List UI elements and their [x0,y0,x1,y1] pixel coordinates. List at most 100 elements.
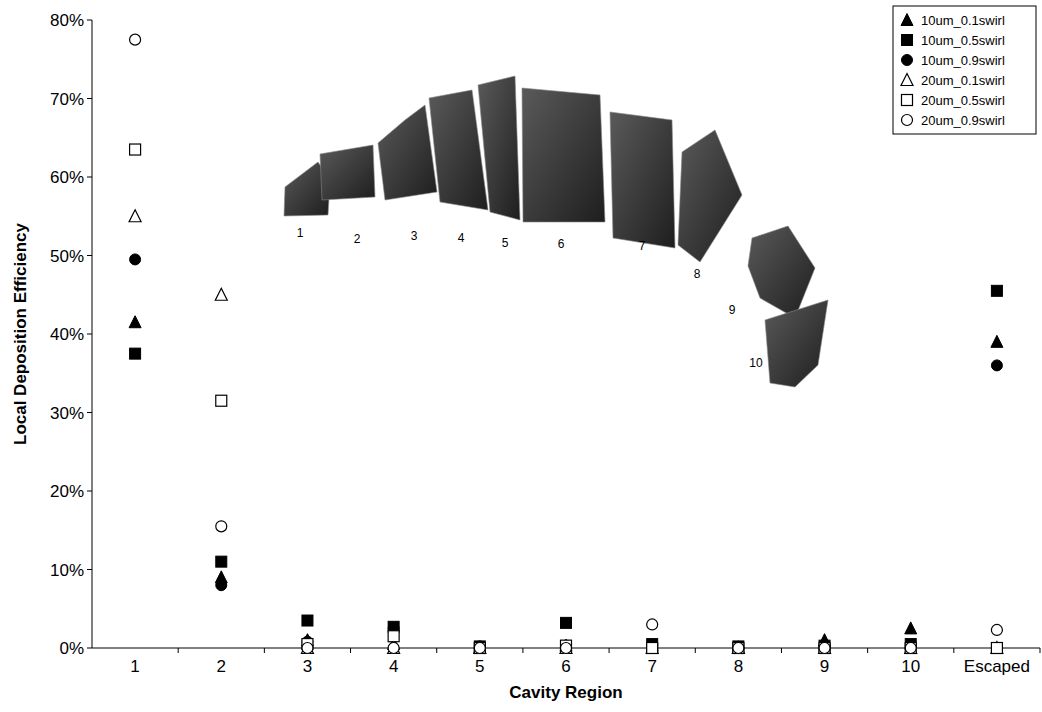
point [732,642,744,654]
point [388,631,399,642]
point [130,348,141,359]
point [733,643,744,654]
point [302,643,313,654]
point [905,643,916,654]
point [991,643,1002,654]
y-tick [87,569,92,570]
cavity-region-shape [765,300,828,387]
x-tick-label: Escaped [964,657,1030,676]
point [474,642,486,654]
point [733,643,744,654]
x-tick [264,648,265,653]
point [819,643,830,654]
x-tick-label: 7 [647,657,656,676]
x-tick-label: 1 [130,657,139,676]
legend-marker [901,14,913,26]
y-tick-label: 50% [50,247,84,266]
y-tick [87,20,92,21]
y-tick-label: 20% [50,482,84,501]
point [991,642,1003,654]
point [130,144,141,155]
point [647,619,658,630]
region-label: 7 [639,239,646,253]
region-label: 4 [458,231,465,245]
x-tick [350,648,351,653]
cavity-region-shape [378,105,437,200]
region-label: 8 [694,267,701,281]
point [216,521,227,532]
x-tick-label: 10 [901,657,920,676]
x-tick-label: 6 [561,657,570,676]
x-tick-label: 5 [475,657,484,676]
x-tick [522,648,523,653]
x-tick-label: 8 [734,657,743,676]
point [388,643,399,654]
y-tick-label: 0% [59,639,84,658]
legend-label: 20um_0.1swirl [921,73,1005,88]
x-tick [436,648,437,653]
legend-label: 20um_0.9swirl [921,113,1005,128]
x-tick-label: 9 [820,657,829,676]
region-label: 2 [354,232,361,246]
cavity-region-shape [522,88,605,222]
cavity-region-shape [429,90,488,210]
legend-label: 20um_0.5swirl [921,93,1005,108]
point [302,615,313,626]
point [647,643,658,654]
point [474,643,485,654]
x-tick [1040,648,1041,653]
x-tick [695,648,696,653]
region-label: 1 [297,226,304,240]
point [130,254,141,265]
point [474,642,486,654]
point [216,580,227,591]
y-tick [87,648,92,649]
y-tick [87,412,92,413]
point [388,642,400,654]
legend-box [893,6,1036,134]
region-label: 9 [729,303,736,317]
y-axis-title: Local Deposition Efficiency [11,222,30,445]
x-tick-label: 2 [217,657,226,676]
y-tick [87,98,92,99]
point [819,643,830,654]
x-axis-title: Cavity Region [509,683,622,702]
point [732,642,744,654]
region-label: 5 [502,236,509,250]
point [216,556,227,567]
cavity-region-shape [610,112,675,248]
legend-marker [902,35,913,46]
y-tick-label: 10% [50,561,84,580]
y-tick [87,255,92,256]
y-tick [87,491,92,492]
x-tick [178,648,179,653]
point [129,210,141,222]
cavity-region-shape [320,145,375,200]
point [129,316,141,328]
points [129,34,1003,653]
x-tick [609,648,610,653]
cavity-inset [284,76,828,387]
point [991,285,1002,296]
region-label: 3 [411,229,418,243]
y-tick-label: 60% [50,168,84,187]
x-tick [781,648,782,653]
legend-label: 10um_0.9swirl [921,53,1005,68]
x-tick-label: 4 [389,657,398,676]
point [561,617,572,628]
cavity-region-shape [748,226,815,318]
point [991,335,1003,347]
point [474,643,485,654]
y-tick-label: 30% [50,404,84,423]
point [561,643,572,654]
point [819,642,831,654]
y-tick [87,334,92,335]
legend-marker [902,55,913,66]
y-tick-label: 40% [50,325,84,344]
y-tick-label: 80% [50,11,84,30]
point [646,642,658,654]
x-tick-label: 3 [303,657,312,676]
legend-marker [901,74,913,86]
point [905,622,917,634]
point [215,288,227,300]
